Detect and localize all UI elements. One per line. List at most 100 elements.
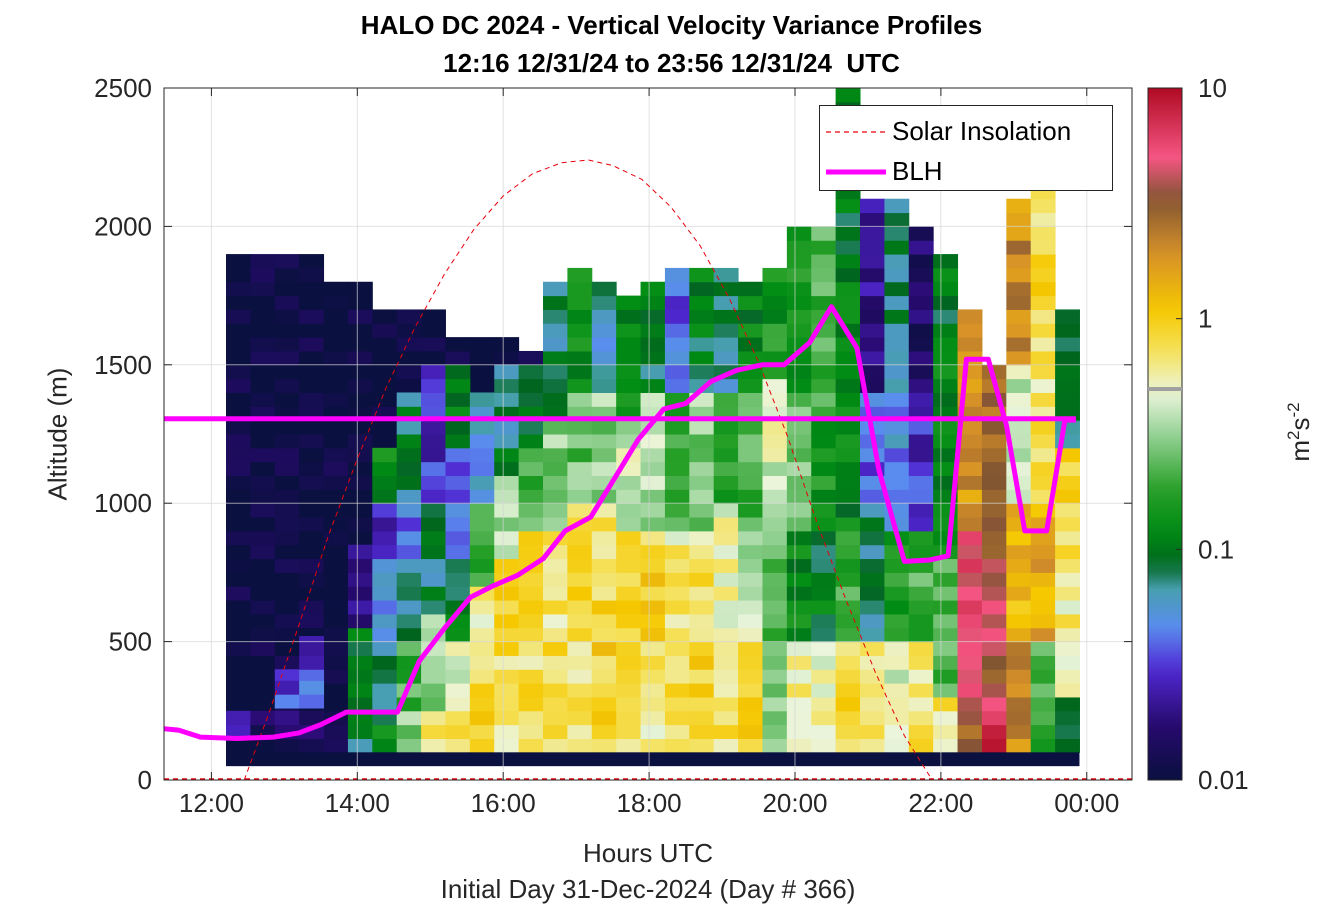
heatmap-cell bbox=[421, 392, 446, 407]
heatmap-cell bbox=[689, 489, 715, 504]
heatmap-cell bbox=[616, 503, 642, 518]
heatmap-cell bbox=[543, 600, 568, 615]
heatmap-cell bbox=[933, 475, 959, 490]
heatmap-cell bbox=[908, 350, 934, 366]
heatmap-cell bbox=[396, 724, 422, 739]
heatmap-cell bbox=[543, 724, 568, 739]
heatmap-cell bbox=[226, 350, 251, 366]
heatmap-cell bbox=[1006, 226, 1032, 241]
heatmap-cell bbox=[543, 696, 568, 712]
heatmap-cell bbox=[299, 392, 325, 407]
heatmap-cell bbox=[372, 420, 398, 435]
heatmap-cell bbox=[591, 724, 617, 739]
heatmap-cell bbox=[1055, 364, 1080, 380]
heatmap-cell bbox=[567, 738, 593, 753]
heatmap-cell bbox=[567, 544, 593, 560]
heatmap-cell bbox=[860, 295, 885, 310]
heatmap-cell bbox=[835, 281, 861, 297]
heatmap-cell bbox=[323, 364, 349, 380]
heatmap-cell bbox=[786, 475, 812, 490]
heatmap-cell bbox=[689, 683, 715, 698]
heatmap-cell bbox=[738, 710, 763, 726]
heatmap-cell bbox=[372, 669, 398, 684]
heatmap-cell bbox=[616, 364, 642, 380]
heatmap-cell bbox=[323, 627, 349, 643]
heatmap-cell bbox=[567, 309, 593, 324]
heatmap-cell bbox=[372, 696, 398, 712]
heatmap-cell bbox=[1006, 627, 1032, 643]
heatmap-cell bbox=[421, 586, 446, 601]
heatmap-cell bbox=[835, 696, 861, 712]
colorbar-marker bbox=[1148, 387, 1182, 392]
legend-swatch-blh bbox=[826, 169, 886, 175]
heatmap-cell bbox=[567, 586, 593, 601]
heatmap-cell bbox=[981, 724, 1007, 739]
heatmap-cell bbox=[591, 641, 617, 656]
heatmap-cell bbox=[689, 627, 715, 643]
heatmap-cell bbox=[860, 544, 885, 560]
heatmap-cell bbox=[860, 669, 885, 684]
heatmap-cell bbox=[713, 558, 739, 573]
heatmap-cell bbox=[786, 696, 812, 712]
heatmap-cell bbox=[372, 655, 398, 670]
heatmap-cell bbox=[591, 683, 617, 698]
heatmap-cell bbox=[908, 586, 934, 601]
heatmap-cell bbox=[226, 586, 251, 601]
heatmap-cell bbox=[689, 323, 715, 338]
heatmap-cell bbox=[372, 461, 398, 477]
heatmap-cell bbox=[347, 475, 373, 490]
heatmap-cell bbox=[274, 378, 300, 393]
heatmap-cell bbox=[835, 572, 861, 587]
heatmap-cell bbox=[738, 378, 763, 393]
heatmap-cell bbox=[347, 309, 373, 324]
heatmap-cell bbox=[567, 364, 593, 380]
heatmap-cell bbox=[835, 475, 861, 490]
heatmap-cell bbox=[908, 378, 934, 393]
heatmap-cell bbox=[713, 738, 739, 753]
heatmap-cell bbox=[689, 475, 715, 490]
heatmap-cell bbox=[762, 434, 788, 449]
heatmap-cell bbox=[664, 530, 690, 546]
heatmap-cell bbox=[957, 475, 983, 490]
heatmap-cell bbox=[664, 586, 690, 601]
heatmap-cell bbox=[860, 683, 885, 698]
heatmap-cell bbox=[738, 420, 763, 435]
heatmap-cell bbox=[1055, 655, 1080, 670]
heatmap-cell bbox=[396, 309, 422, 324]
heatmap-cell bbox=[786, 572, 812, 587]
heatmap-cell bbox=[469, 447, 495, 463]
heatmap-cell bbox=[591, 544, 617, 560]
heatmap-cell bbox=[689, 696, 715, 712]
heatmap-cell bbox=[1055, 392, 1080, 407]
heatmap-cell bbox=[640, 655, 666, 670]
heatmap-cell bbox=[421, 530, 446, 546]
colorbar-tick-label: 0.01 bbox=[1198, 765, 1249, 795]
heatmap-cell bbox=[664, 710, 690, 726]
heatmap-cell bbox=[640, 544, 666, 560]
heatmap-cell bbox=[933, 669, 959, 684]
heatmap-cell bbox=[445, 627, 471, 643]
heatmap-cell bbox=[518, 530, 544, 546]
heatmap-cell bbox=[860, 337, 885, 352]
heatmap-cell bbox=[347, 544, 373, 560]
heatmap-cell bbox=[323, 724, 349, 739]
heatmap-cell bbox=[421, 503, 446, 518]
heatmap-cell bbox=[469, 710, 495, 726]
heatmap-cell bbox=[469, 337, 495, 352]
heatmap-cell bbox=[786, 267, 812, 283]
heatmap-cell bbox=[981, 586, 1007, 601]
heatmap-cell bbox=[445, 378, 471, 393]
heatmap-cell bbox=[835, 724, 861, 739]
heatmap-cell bbox=[347, 392, 373, 407]
heatmap-cell bbox=[494, 392, 520, 407]
heatmap-cell bbox=[908, 517, 934, 532]
heatmap-cell bbox=[664, 475, 690, 490]
heatmap-cell bbox=[274, 475, 300, 490]
heatmap-cell bbox=[664, 669, 690, 684]
heatmap-cell bbox=[396, 350, 422, 366]
heatmap-cell bbox=[786, 558, 812, 573]
heatmap-cell bbox=[689, 281, 715, 297]
heatmap-cell bbox=[616, 420, 642, 435]
heatmap-cell bbox=[372, 475, 398, 490]
heatmap-cell bbox=[299, 586, 325, 601]
